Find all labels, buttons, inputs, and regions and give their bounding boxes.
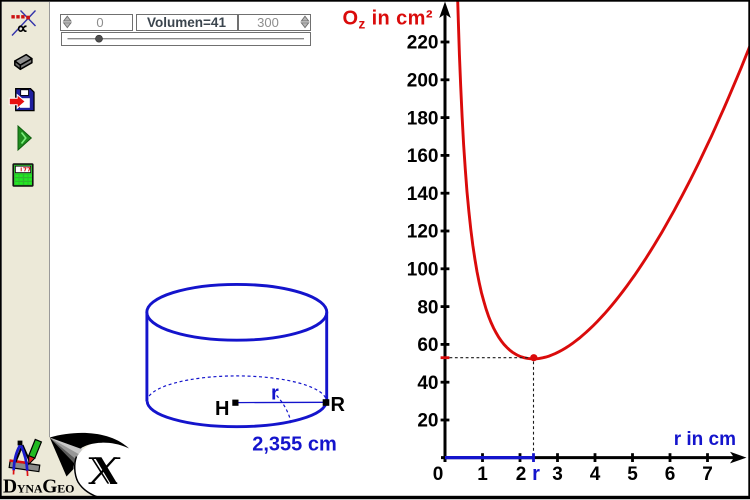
svg-text:140: 140 (407, 184, 439, 205)
svg-text:r: r (271, 383, 279, 405)
svg-text:0: 0 (433, 464, 444, 485)
svg-text:H: H (215, 398, 229, 420)
svg-text:r in cm: r in cm (674, 429, 736, 450)
svg-text:160: 160 (407, 146, 439, 167)
svg-text:2: 2 (516, 464, 527, 485)
svg-text:5: 5 (627, 464, 638, 485)
svg-text:20: 20 (417, 411, 438, 432)
svg-text:2,355 cm: 2,355 cm (252, 434, 337, 456)
svg-text:220: 220 (407, 33, 439, 54)
svg-text:60: 60 (417, 335, 438, 356)
svg-text:100: 100 (407, 260, 439, 281)
svg-text:3: 3 (552, 464, 563, 485)
svg-text:r: r (532, 463, 540, 485)
svg-text:200: 200 (407, 71, 439, 92)
svg-text:1: 1 (477, 464, 488, 485)
svg-text:R: R (331, 394, 346, 416)
svg-text:120: 120 (407, 222, 439, 243)
svg-text:40: 40 (417, 373, 438, 394)
svg-text:80: 80 (417, 297, 438, 318)
svg-text:DYNAGEO: DYNAGEO (3, 477, 74, 498)
svg-text:4: 4 (590, 464, 601, 485)
svg-text:180: 180 (407, 108, 439, 129)
svg-text:7: 7 (702, 464, 713, 485)
svg-text:Oz in cm²: Oz in cm² (343, 8, 433, 32)
svg-text:∝: ∝ (17, 21, 28, 38)
svg-text:6: 6 (665, 464, 676, 485)
